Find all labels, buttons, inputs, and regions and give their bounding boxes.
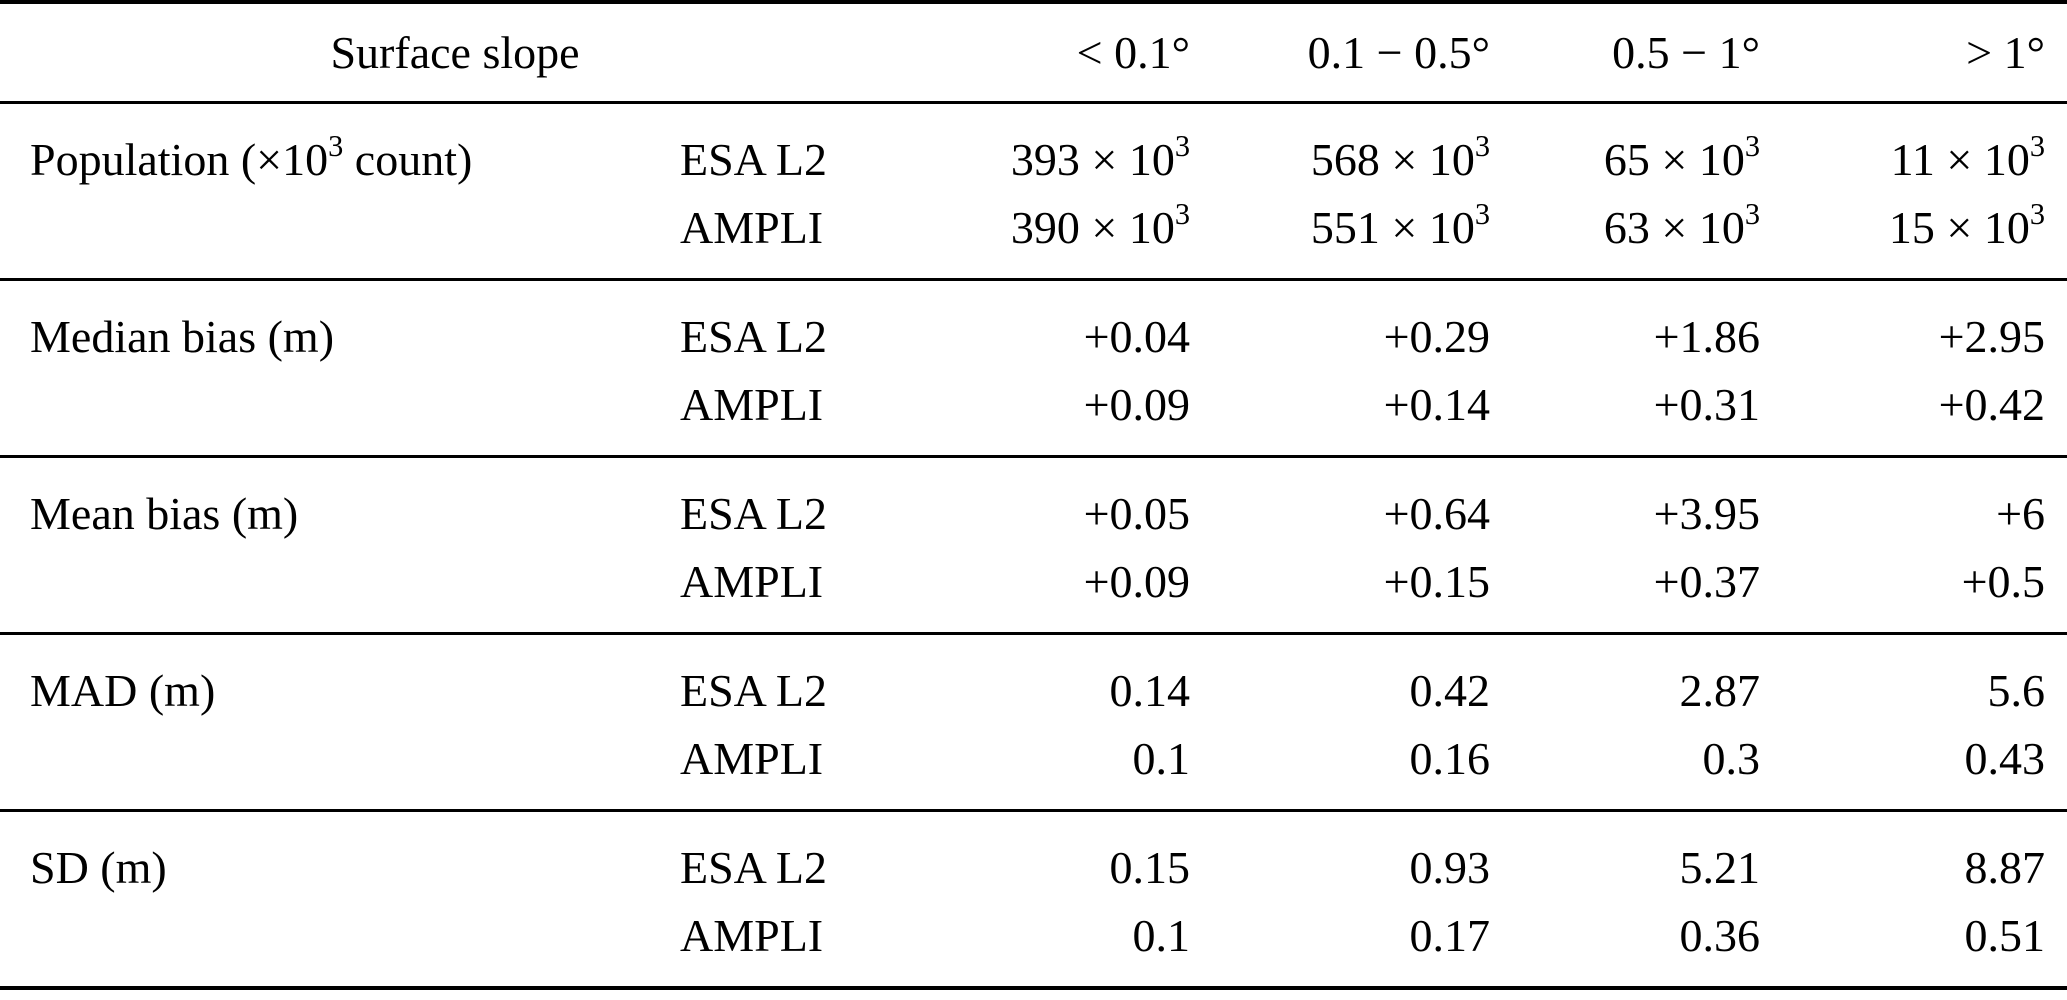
table-row: MAD (m) ESA L2 0.14 0.42 2.87 5.6 [0,633,2067,725]
value-cell: 0.43 [1964,733,2046,784]
value-cell: +0.15 [1383,556,1491,607]
table-row: Mean bias (m) ESA L2 +0.05 +0.64 +3.95 +6 [0,456,2067,548]
column-header-slope-bin-2: 0.1 − 0.5° [1307,26,1491,78]
value-cell: 0.3 [1702,733,1761,784]
row-label [0,548,680,634]
value-cell: +0.04 [1083,311,1191,362]
table-row: SD (m) ESA L2 0.15 0.93 5.21 8.87 [0,810,2067,902]
value-cell: +0.64 [1383,488,1491,539]
source-label: ESA L2 [680,134,827,185]
row-label [0,902,680,988]
value-cell: +3.95 [1653,488,1761,539]
value-cell: 0.36 [1679,910,1761,961]
source-label: ESA L2 [680,311,827,362]
table-section: SD (m) ESA L2 0.15 0.93 5.21 8.87 AMPLI 0.1 0.17… [0,810,2067,988]
row-label: Population (×103 count) [30,129,473,185]
table-header-row: Surface slope < 0.1° 0.1 − 0.5° 0.5 − 1°… [0,2,2067,102]
value-cell: 0.93 [1409,842,1491,893]
table-row: AMPLI +0.09 +0.15 +0.37 +0.5 [0,548,2067,634]
table-section: Mean bias (m) ESA L2 +0.05 +0.64 +3.95 +6 AMPL… [0,456,2067,633]
value-cell: +0.09 [1083,379,1191,430]
value-cell: 0.14 [1109,665,1191,716]
value-cell: 0.1 [1132,733,1191,784]
value-cell: +0.31 [1653,379,1761,430]
table-row: AMPLI +0.09 +0.14 +0.31 +0.42 [0,371,2067,457]
value-cell: 15 × 103 [1888,197,2046,253]
table-row: Median bias (m) ESA L2 +0.04 +0.29 +1.86 +2.9… [0,279,2067,371]
value-cell: 393 × 103 [1010,129,1191,185]
value-cell: +0.42 [1938,379,2046,430]
source-label: ESA L2 [680,842,827,893]
table-section: Population (×103 count) ESA L2 393 × 103 56… [0,102,2067,279]
value-cell: 0.51 [1964,910,2046,961]
column-header-slope-bin-1: < 0.1° [1076,26,1191,78]
value-cell: 8.87 [1964,842,2046,893]
value-cell: 0.17 [1409,910,1491,961]
value-cell: +0.14 [1383,379,1491,430]
column-header-slope-bin-4: > 1° [1966,26,2046,78]
table-row: AMPLI 0.1 0.16 0.3 0.43 [0,725,2067,811]
value-cell: +0.37 [1653,556,1761,607]
value-cell: 0.16 [1409,733,1491,784]
value-cell: 5.21 [1679,842,1761,893]
value-cell: 63 × 103 [1603,197,1761,253]
table-row: AMPLI 0.1 0.17 0.36 0.51 [0,902,2067,988]
value-cell: +6 [1996,488,2046,539]
table-row: AMPLI 390 × 103 551 × 103 63 × 103 15 × 103 [0,194,2067,280]
row-label [0,194,680,280]
value-cell: +0.5 [1961,556,2046,607]
source-label: AMPLI [680,910,824,961]
column-header-slope-bin-3: 0.5 − 1° [1612,26,1761,78]
value-cell: 0.42 [1409,665,1491,716]
value-cell: +1.86 [1653,311,1761,362]
value-cell: 390 × 103 [1010,197,1191,253]
row-label: Median bias (m) [30,311,335,362]
value-cell: 11 × 103 [1890,129,2046,185]
value-cell: 0.15 [1109,842,1191,893]
row-label: MAD (m) [30,665,216,716]
table-section: Median bias (m) ESA L2 +0.04 +0.29 +1.86 +2.9… [0,279,2067,456]
value-cell: +2.95 [1938,311,2046,362]
source-label: AMPLI [680,202,824,253]
row-label: SD (m) [30,842,167,893]
value-cell: 65 × 103 [1603,129,1761,185]
table-section: MAD (m) ESA L2 0.14 0.42 2.87 5.6 AMPLI 0.1 0.16… [0,633,2067,810]
value-cell: 0.1 [1132,910,1191,961]
header-surface-slope: Surface slope [330,26,580,78]
source-label: ESA L2 [680,665,827,716]
source-label: AMPLI [680,556,824,607]
row-label: Mean bias (m) [30,488,299,539]
value-cell: +0.09 [1083,556,1191,607]
row-label [0,725,680,811]
source-label: AMPLI [680,379,824,430]
value-cell: 551 × 103 [1310,197,1491,253]
source-label: ESA L2 [680,488,827,539]
value-cell: 568 × 103 [1310,129,1491,185]
value-cell: +0.05 [1083,488,1191,539]
value-cell: 5.6 [1987,665,2046,716]
source-label: AMPLI [680,733,824,784]
table-row: Population (×103 count) ESA L2 393 × 103 56… [0,102,2067,194]
value-cell: +0.29 [1383,311,1491,362]
row-label [0,371,680,457]
value-cell: 2.87 [1679,665,1761,716]
